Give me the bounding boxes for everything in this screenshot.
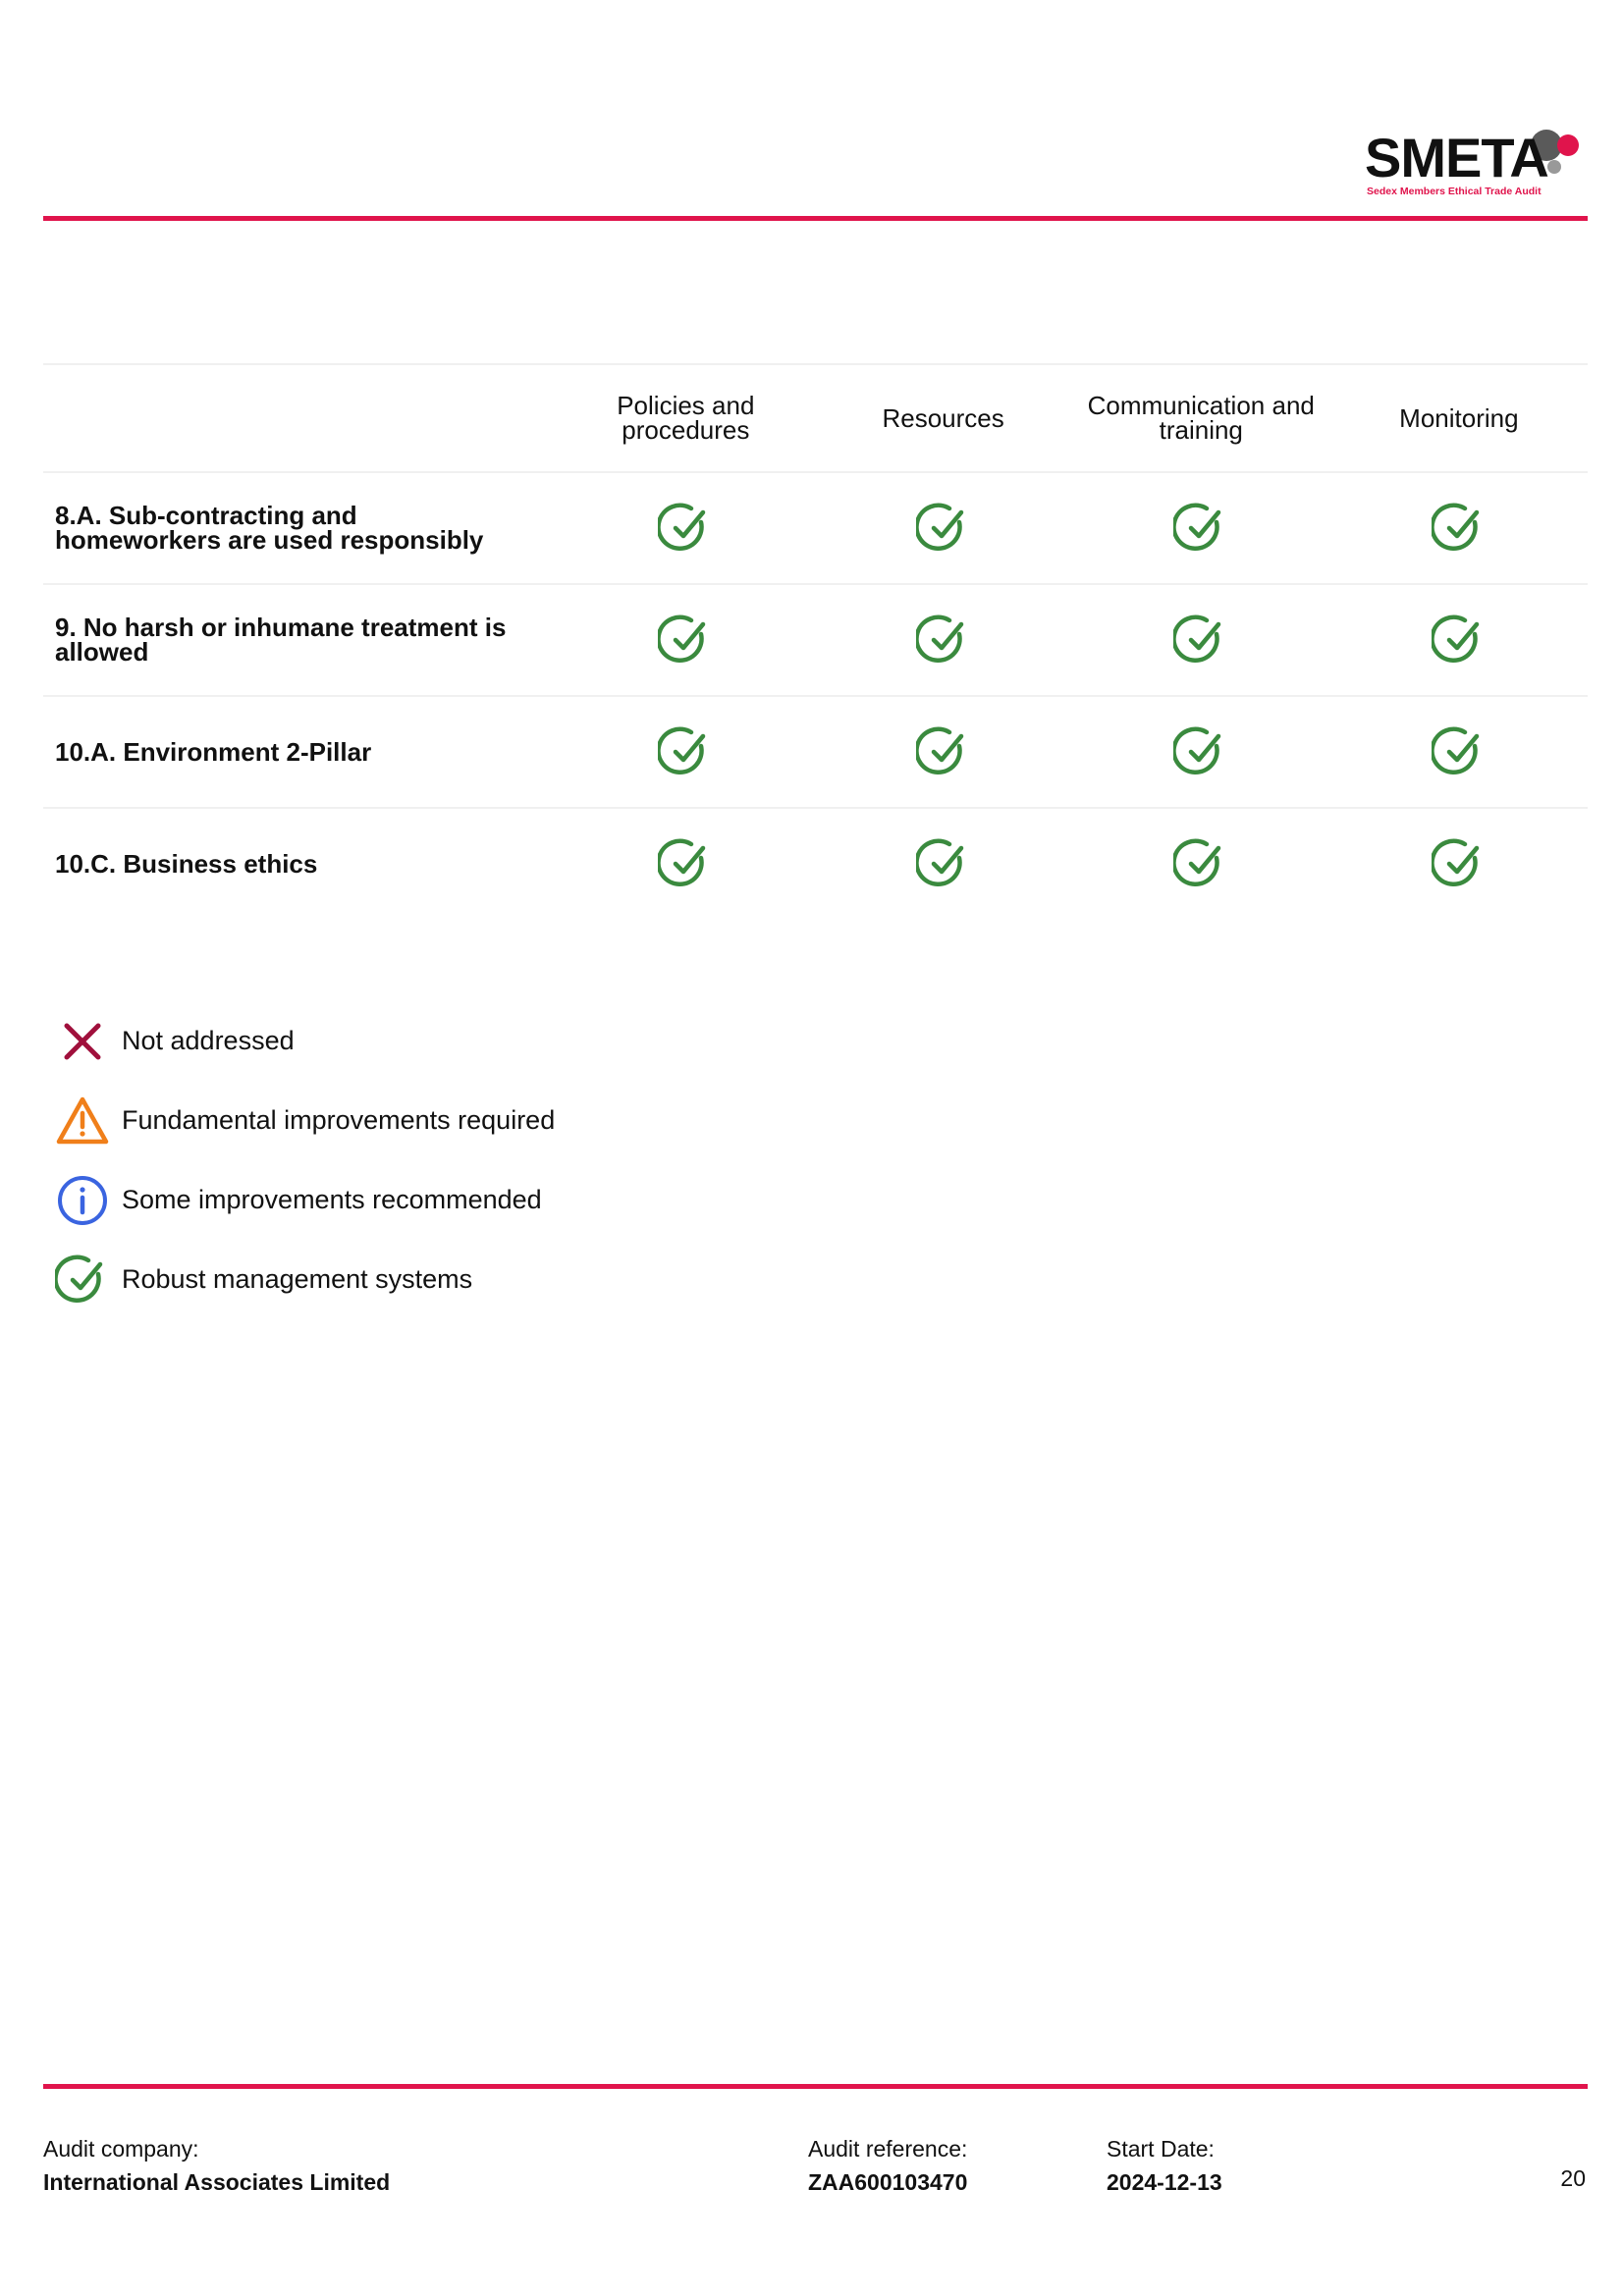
status-cell: [557, 472, 814, 584]
legend-item-some-improvements: Some improvements recommended: [55, 1160, 555, 1240]
header-empty: [43, 364, 557, 472]
row-label: 10.A. Environment 2-Pillar: [55, 736, 372, 767]
row-label: 8.A. Sub-contracting and homeworkers are…: [55, 501, 484, 555]
check-circle-icon: [658, 614, 706, 664]
footer-start-date: Start Date: 2024-12-13: [1107, 2132, 1222, 2199]
table-row: 8.A. Sub-contracting and homeworkers are…: [43, 472, 1588, 584]
check-circle-icon: [658, 503, 706, 552]
status-cell: [1330, 584, 1588, 696]
check-circle-icon: [658, 726, 706, 775]
status-cell: [815, 696, 1072, 808]
legend-label: Not addressed: [122, 1026, 295, 1055]
audit-company-label: Audit company:: [43, 2136, 199, 2162]
legend-label: Some improvements recommended: [122, 1185, 542, 1214]
warning-icon: [56, 1096, 109, 1144]
status-cell: [1072, 808, 1330, 919]
status-cell: [557, 584, 814, 696]
status-cell: [815, 584, 1072, 696]
assessment-table: Policies and procedures Resources Commun…: [43, 363, 1588, 919]
check-circle-icon: [1431, 614, 1480, 664]
x-icon: [64, 1023, 101, 1059]
legend-item-robust: Robust management systems: [55, 1240, 555, 1319]
status-cell: [557, 808, 814, 919]
column-header: Resources: [882, 402, 1004, 433]
status-cell: [1330, 472, 1588, 584]
status-cell: [1072, 696, 1330, 808]
page-number: 20: [1560, 2165, 1586, 2191]
legend-label: Fundamental improvements required: [122, 1105, 556, 1135]
table-row: 10.A. Environment 2-Pillar: [43, 696, 1588, 808]
check-circle-icon: [915, 838, 963, 887]
status-cell: [1330, 696, 1588, 808]
status-cell: [557, 696, 814, 808]
table-row: 10.C. Business ethics: [43, 808, 1588, 919]
column-header: Monitoring: [1399, 402, 1519, 433]
check-circle-icon: [915, 614, 963, 664]
check-circle-icon: [1173, 614, 1221, 664]
legend: Not addressed Fundamental improvements r…: [55, 1001, 555, 1319]
row-label: 10.C. Business ethics: [55, 848, 318, 879]
column-header: Policies and procedures: [617, 391, 755, 445]
status-cell: [1330, 808, 1588, 919]
header-divider: [43, 216, 1588, 221]
column-header: Communication and training: [1087, 391, 1315, 445]
check-circle-icon: [658, 838, 706, 887]
check-circle-icon: [1431, 503, 1480, 552]
legend-item-fundamental: Fundamental improvements required: [55, 1081, 555, 1160]
audit-reference-value: ZAA600103470: [808, 2169, 968, 2195]
check-circle-icon: [915, 726, 963, 775]
check-circle-icon: [1173, 503, 1221, 552]
audit-reference-label: Audit reference:: [808, 2136, 968, 2162]
legend-item-not-addressed: Not addressed: [55, 1001, 555, 1081]
table-header-row: Policies and procedures Resources Commun…: [43, 364, 1588, 472]
legend-label: Robust management systems: [122, 1264, 473, 1294]
footer-audit-reference: Audit reference: ZAA600103470: [808, 2132, 967, 2199]
check-circle-icon: [915, 503, 963, 552]
start-date-value: 2024-12-13: [1107, 2169, 1222, 2195]
start-date-label: Start Date:: [1107, 2136, 1215, 2162]
check-circle-icon: [1431, 838, 1480, 887]
status-cell: [815, 472, 1072, 584]
check-circle-icon: [1431, 726, 1480, 775]
table-row: 9. No harsh or inhumane treatment is all…: [43, 584, 1588, 696]
row-label: 9. No harsh or inhumane treatment is all…: [55, 613, 507, 667]
footer-divider: [43, 2084, 1588, 2089]
check-circle-icon: [1173, 726, 1221, 775]
status-cell: [1072, 584, 1330, 696]
status-cell: [815, 808, 1072, 919]
audit-company-value: International Associates Limited: [43, 2169, 391, 2195]
status-cell: [1072, 472, 1330, 584]
info-icon: [58, 1175, 107, 1225]
check-circle-icon: [55, 1255, 103, 1303]
svg-text:SMETA: SMETA: [1365, 127, 1548, 188]
footer-audit-company: Audit company: International Associates …: [43, 2132, 390, 2199]
check-circle-icon: [1173, 838, 1221, 887]
svg-text:Sedex Members Ethical Trade Au: Sedex Members Ethical Trade Audit: [1367, 186, 1542, 197]
smeta-logo: SMETA Sedex Members Ethical Trade Audit: [1365, 127, 1579, 197]
